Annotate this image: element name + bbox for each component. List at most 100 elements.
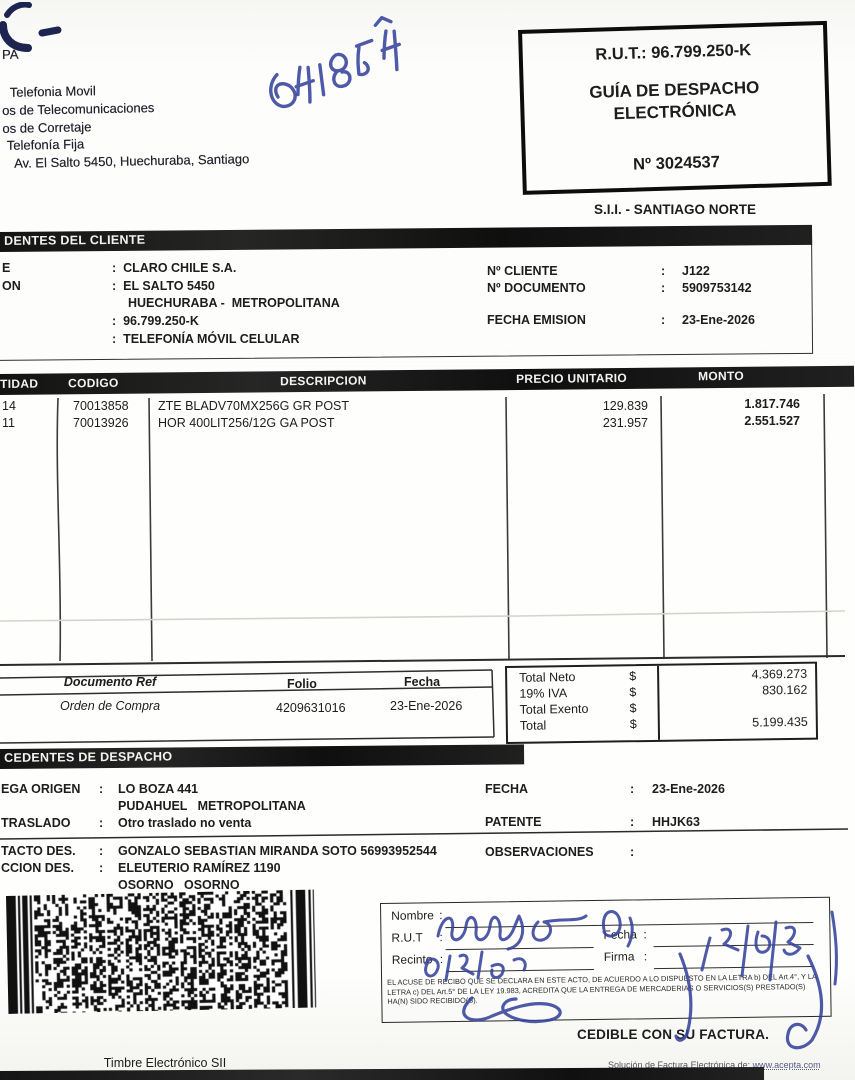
client-label: ON bbox=[2, 279, 21, 293]
fill-line bbox=[653, 943, 814, 948]
colon: : bbox=[439, 952, 444, 967]
client-address2: HUECHURABA - METROPOLITANA bbox=[128, 296, 340, 310]
cell-precio: 129.839 bbox=[602, 399, 648, 413]
currency-sign: $ bbox=[629, 717, 637, 732]
totals-divider bbox=[657, 665, 661, 740]
company-line: Telefonía Fija bbox=[6, 136, 85, 153]
rut-label: R.U.T bbox=[391, 930, 423, 945]
company-line: os de Corretaje bbox=[2, 119, 92, 136]
totals-box: Total Neto $ 4.369.273 19% IVA $ 830.162… bbox=[505, 661, 819, 744]
client-address1: : EL SALTO 5450 bbox=[112, 279, 215, 293]
company-line: os de Telecomunicaciones bbox=[1, 100, 155, 118]
fill-line bbox=[445, 969, 594, 973]
ref-doc-value: Orden de Compra bbox=[59, 699, 161, 713]
colon: : bbox=[630, 815, 635, 829]
colon: : bbox=[643, 949, 648, 964]
nro-cliente-value: J122 bbox=[682, 264, 710, 278]
traslado-value: Otro traslado no venta bbox=[118, 816, 252, 830]
client-giro: : TELEFONÍA MÓVIL CELULAR bbox=[112, 332, 300, 346]
receipt-box: Nombre : R.U.T : Recinto : Fecha : Firma… bbox=[380, 896, 832, 1023]
total-label: Total bbox=[519, 718, 547, 733]
iva-value: 830.162 bbox=[762, 682, 808, 698]
colon: : bbox=[99, 844, 104, 858]
client-label: E bbox=[2, 261, 11, 275]
origen-comuna: PUDAHUEL METROPOLITANA bbox=[118, 799, 306, 813]
company-line: Telefonia Movil bbox=[9, 83, 96, 100]
col-descripcion: DESCRIPCION bbox=[280, 372, 367, 388]
rut-number: R.U.T.: 96.799.250-K bbox=[595, 41, 752, 64]
firma-label: Firma bbox=[603, 949, 635, 964]
ref-header-folio: Folio bbox=[287, 677, 317, 691]
cell-codigo: 70013858 bbox=[73, 399, 129, 413]
col-monto: MONTO bbox=[697, 368, 745, 383]
fecha-emision-value: 23-Ene-2026 bbox=[682, 313, 755, 327]
legal-text: EL ACUSE DE RECIBO QUE SE DECLARA EN EST… bbox=[387, 971, 817, 1007]
total-neto-label: Total Neto bbox=[519, 670, 576, 685]
fecha-label: FECHA bbox=[485, 782, 529, 796]
fill-line bbox=[445, 947, 594, 951]
colon: : bbox=[630, 845, 635, 859]
client-rut: : 96.799.250-K bbox=[112, 314, 199, 328]
cell-cantidad: 11 bbox=[2, 416, 15, 430]
exento-label: Total Exento bbox=[519, 701, 589, 717]
rut-folio-box: R.U.T.: 96.799.250-K GUÍA DE DESPACHO EL… bbox=[518, 20, 832, 195]
fecha-sig-label: Fecha bbox=[603, 927, 637, 942]
timbre-line1: Timbre Electrónico SII bbox=[103, 1056, 227, 1070]
nro-cliente-label: Nº CLIENTE bbox=[487, 264, 558, 278]
col-precio-unitario: PRECIO UNITARIO bbox=[516, 370, 628, 386]
currency-sign: $ bbox=[629, 685, 637, 700]
dispatch-section-title: CEDENTES DE DESPACHO bbox=[4, 749, 173, 765]
colon: : bbox=[439, 908, 443, 923]
nro-documento-label: Nº DOCUMENTO bbox=[487, 281, 586, 295]
fill-line bbox=[653, 965, 814, 970]
total-neto-value: 4.369.273 bbox=[751, 666, 808, 682]
col-codigo: CODIGO bbox=[68, 375, 119, 390]
iva-label: 19% IVA bbox=[519, 686, 568, 701]
cell-descripcion: ZTE BLADV70MX256G GR POST bbox=[158, 399, 350, 413]
company-line: PA bbox=[1, 46, 19, 62]
ref-folio-value: 4209631016 bbox=[276, 701, 346, 715]
colon: : bbox=[661, 313, 666, 327]
client-name: : CLARO CHILE S.A. bbox=[112, 261, 237, 275]
currency-sign: $ bbox=[629, 701, 637, 716]
origen-value: LO BOZA 441 bbox=[118, 782, 199, 796]
provider-url: www.acepta.com bbox=[752, 1059, 821, 1070]
fecha-emision-label: FECHA EMISION bbox=[487, 313, 586, 327]
colon: : bbox=[630, 782, 635, 796]
items-header-bar: TIDAD CODIGO DESCRIPCION PRECIO UNITARIO… bbox=[0, 365, 855, 395]
recinto-label: Recinto bbox=[391, 952, 433, 967]
colon: : bbox=[643, 927, 647, 942]
colon: : bbox=[661, 281, 666, 295]
cell-descripcion: HOR 400LIT256/12G GA POST bbox=[158, 416, 335, 430]
contacto-value: GONZALO SEBASTIAN MIRANDA SOTO 569939525… bbox=[118, 844, 437, 858]
ref-fecha-value: 23-Ene-2026 bbox=[390, 699, 463, 713]
cell-monto: 2.551.527 bbox=[744, 414, 800, 428]
client-section-title: DENTES DEL CLIENTE bbox=[4, 232, 146, 248]
ref-header-fecha: Fecha bbox=[404, 675, 441, 689]
fecha-value: 23-Ene-2026 bbox=[652, 782, 725, 796]
exento-value bbox=[668, 700, 808, 702]
traslado-label: TRASLADO bbox=[1, 816, 71, 830]
cedible-text: CEDIBLE CON SU FACTURA. bbox=[577, 1027, 770, 1042]
patente-label: PATENTE bbox=[485, 815, 542, 829]
timbre-caption: Timbre Electrónico SII Res. 0 del 2004 V… bbox=[25, 1022, 305, 1080]
colon: : bbox=[661, 264, 666, 278]
provider-prefix: Solución de Factura Electrónica de: bbox=[608, 1059, 753, 1070]
col-cantidad: TIDAD bbox=[0, 376, 39, 391]
total-value: 5.199.435 bbox=[752, 714, 808, 730]
dispatch-section-bar: CEDENTES DE DESPACHO bbox=[0, 744, 525, 769]
cell-codigo: 70013926 bbox=[73, 416, 129, 430]
colon: : bbox=[99, 816, 104, 830]
origen-label: EGA ORIGEN bbox=[1, 782, 81, 796]
colon: : bbox=[99, 782, 104, 796]
colon: : bbox=[439, 930, 443, 945]
direccion-label: CCION DES. bbox=[1, 861, 74, 875]
provider-footer: Solución de Factura Electrónica de: www.… bbox=[598, 1051, 821, 1080]
cell-monto: 1.817.746 bbox=[744, 397, 800, 411]
direccion-value: ELEUTERIO RAMÍREZ 1190 bbox=[118, 861, 281, 875]
observaciones-label: OBSERVACIONES bbox=[485, 845, 594, 859]
nombre-label: Nombre bbox=[391, 908, 434, 923]
cell-precio: 231.957 bbox=[602, 416, 648, 430]
currency-sign: $ bbox=[629, 669, 637, 684]
